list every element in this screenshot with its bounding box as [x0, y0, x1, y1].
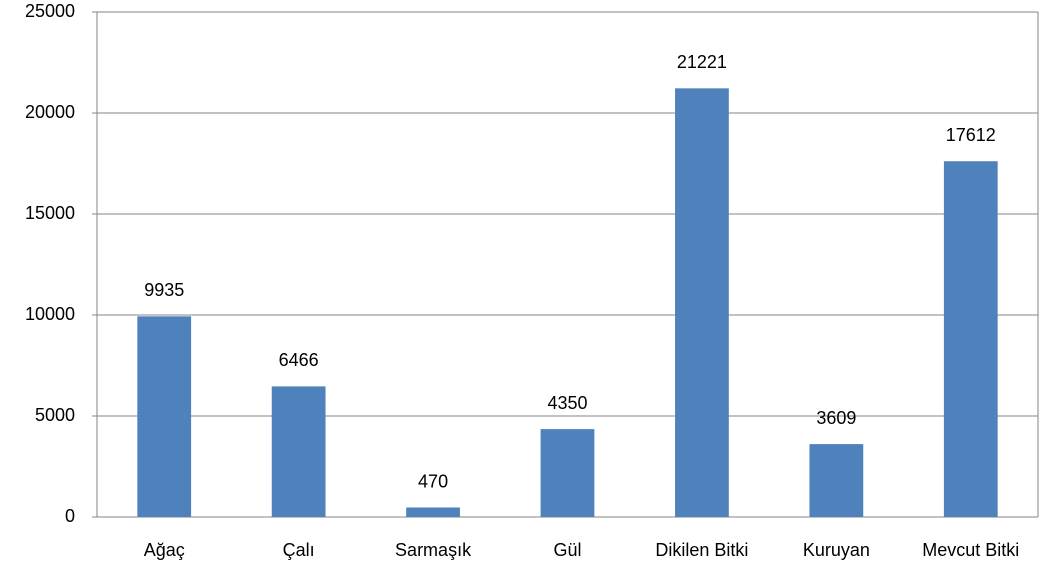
x-tick-label: Dikilen Bitki — [655, 540, 748, 560]
y-tick-label: 25000 — [25, 1, 75, 21]
data-label: 21221 — [677, 52, 727, 72]
bar — [540, 429, 595, 517]
bar — [406, 507, 460, 517]
x-tick-label: Sarmaşık — [395, 540, 472, 560]
bar — [809, 444, 864, 517]
x-tick-label: Kuruyan — [803, 540, 870, 560]
data-label: 17612 — [946, 125, 996, 145]
bar — [271, 386, 326, 517]
bar — [943, 161, 998, 517]
y-tick-label: 10000 — [25, 304, 75, 324]
data-label: 9935 — [144, 280, 184, 300]
x-tick-label: Çalı — [283, 540, 315, 560]
y-tick-label: 15000 — [25, 203, 75, 223]
y-tick-label: 20000 — [25, 102, 75, 122]
x-tick-label: Ağaç — [144, 540, 185, 560]
data-label: 4350 — [547, 393, 587, 413]
y-tick-label: 0 — [65, 506, 75, 526]
data-label: 6466 — [279, 350, 319, 370]
bar — [675, 88, 729, 517]
x-tick-label: Mevcut Bitki — [922, 540, 1019, 560]
y-tick-label: 5000 — [35, 405, 75, 425]
x-tick-label: Gül — [553, 540, 581, 560]
bar — [137, 316, 192, 517]
data-label: 470 — [418, 471, 448, 491]
data-label: 3609 — [816, 408, 856, 428]
